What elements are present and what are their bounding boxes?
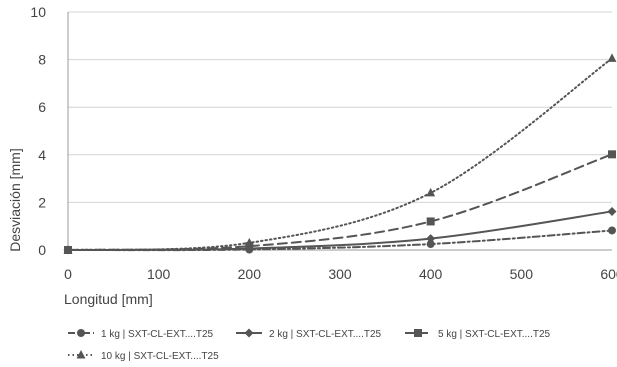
x-tick-label: 100 (147, 266, 171, 282)
x-axis-ticks: 0 100 200 300 400 500 600 (64, 266, 617, 282)
y-tick-label: 4 (38, 147, 46, 163)
data-point (244, 237, 254, 247)
legend: 1 kg | SXT-CL-EXT....T25 2 kg | SXT-CL-EX… (68, 328, 551, 362)
series-line-2 (67, 210, 613, 251)
grid-lines (67, 11, 612, 251)
y-tick-label: 10 (30, 4, 46, 20)
y-axis-title: Desviación [mm] (7, 148, 23, 251)
x-tick-label: 400 (419, 266, 443, 282)
legend-marker (77, 329, 85, 337)
y-tick-label: 2 (38, 194, 46, 210)
data-point (607, 53, 617, 62)
legend-label: 10 kg | SXT-CL-EXT....T25 (101, 351, 219, 362)
legend-label: 1 kg | SXT-CL-EXT....T25 (101, 329, 214, 340)
series-line-3 (67, 153, 613, 251)
legend-marker (244, 328, 254, 338)
data-point (608, 226, 616, 235)
data-point (608, 150, 616, 159)
legend-marker (414, 329, 422, 337)
x-tick-label: 200 (238, 266, 262, 282)
x-tick-label: 300 (328, 266, 352, 282)
data-point (426, 217, 435, 226)
legend-label: 2 kg | SXT-CL-EXT....T25 (269, 329, 382, 340)
data-point (426, 234, 436, 244)
y-tick-label: 6 (38, 99, 46, 115)
legend-marker (76, 350, 86, 359)
x-tick-label: 0 (64, 266, 72, 282)
data-point (607, 206, 617, 216)
data-point (426, 187, 436, 197)
data-point (426, 240, 435, 249)
y-tick-label: 0 (38, 242, 46, 258)
series-line-4 (67, 57, 613, 251)
legend-label: 5 kg | SXT-CL-EXT....T25 (438, 329, 551, 340)
x-tick-label: 500 (510, 266, 534, 282)
data-point (63, 245, 73, 254)
y-axis-ticks: 0 2 4 6 8 10 (30, 4, 46, 258)
x-tick-label: 600 (600, 266, 617, 282)
x-axis-title: Longitud [mm] (64, 291, 153, 307)
series-group (63, 53, 617, 255)
y-tick-label: 8 (38, 52, 46, 68)
series-line-1 (67, 229, 613, 252)
